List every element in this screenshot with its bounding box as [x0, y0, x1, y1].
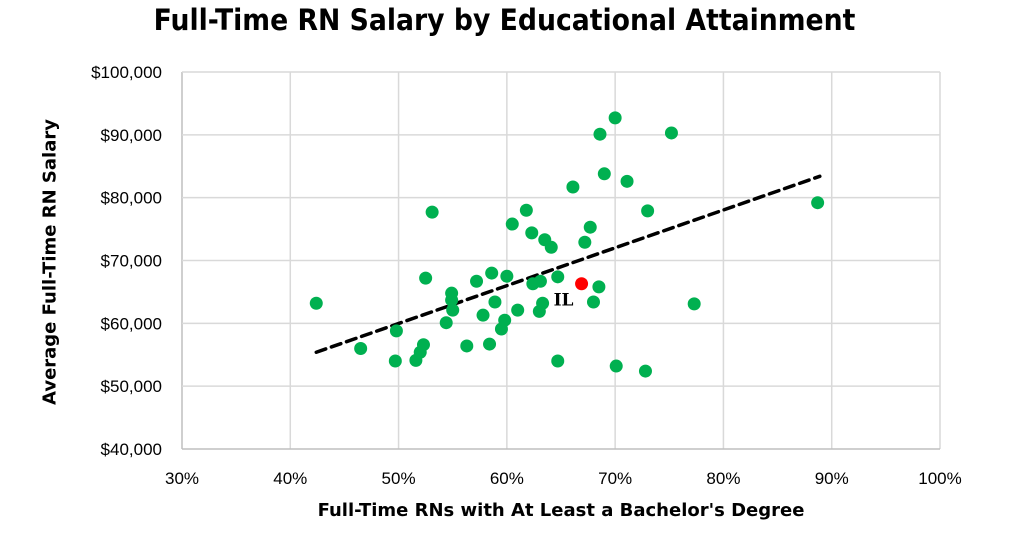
x-axis-ticks: 30% 40% 50% 60% 70% 80% 90% 100%	[165, 469, 962, 488]
data-point	[488, 295, 502, 309]
data-point	[687, 297, 701, 311]
data-point	[445, 293, 459, 307]
data-point	[593, 127, 607, 141]
y-tick-label: $50,000	[101, 377, 162, 396]
y-tick-label: $70,000	[101, 252, 162, 271]
data-point	[638, 364, 652, 378]
data-point	[354, 341, 368, 355]
data-point	[498, 313, 512, 327]
data-point	[592, 280, 606, 294]
y-axis-ticks: $40,000 $50,000 $60,000 $70,000 $80,000 $90,0…	[91, 63, 162, 459]
data-point	[586, 295, 600, 309]
trendline	[314, 174, 822, 354]
highlight-point-il	[575, 277, 589, 291]
data-point	[583, 220, 597, 234]
data-point	[309, 296, 323, 310]
chart-title: Full-Time RN Salary by Educational Attai…	[153, 3, 856, 37]
data-point	[609, 359, 623, 373]
data-point	[446, 303, 460, 317]
data-point	[511, 303, 525, 317]
data-point	[620, 174, 634, 188]
x-tick-label: 80%	[706, 469, 740, 488]
data-point	[532, 304, 546, 318]
x-tick-label: 30%	[165, 469, 199, 488]
data-point	[551, 270, 565, 284]
data-point	[525, 226, 539, 240]
x-tick-label: 60%	[490, 469, 524, 488]
trendline-dashed	[314, 174, 822, 354]
x-tick-label: 40%	[273, 469, 307, 488]
data-point	[566, 180, 580, 194]
data-point	[544, 240, 558, 254]
data-points: IL	[309, 111, 825, 378]
data-point	[608, 111, 622, 125]
x-tick-label: 100%	[918, 469, 961, 488]
y-tick-label: $90,000	[101, 126, 162, 145]
data-point	[500, 269, 514, 283]
data-point	[419, 271, 433, 285]
x-tick-label: 50%	[382, 469, 416, 488]
data-point	[483, 337, 497, 351]
data-point	[425, 205, 439, 219]
data-point	[460, 339, 474, 353]
point-label-il: IL	[554, 291, 574, 311]
y-tick-label: $40,000	[101, 440, 162, 459]
y-tick-label: $80,000	[101, 189, 162, 208]
data-point	[388, 354, 402, 368]
data-point	[811, 196, 825, 210]
data-point	[505, 217, 519, 231]
data-point	[439, 316, 453, 330]
data-point	[476, 308, 490, 322]
data-point	[519, 203, 533, 217]
data-point	[641, 204, 655, 218]
data-point	[664, 126, 678, 140]
x-tick-label: 70%	[598, 469, 632, 488]
gridlines	[181, 71, 941, 450]
x-tick-label: 90%	[815, 469, 849, 488]
data-point	[470, 274, 484, 288]
y-tick-label: $100,000	[91, 63, 162, 82]
data-point	[597, 167, 611, 181]
x-axis-title: Full-Time RNs with At Least a Bachelor's…	[317, 500, 805, 521]
data-point	[533, 274, 547, 288]
y-tick-label: $60,000	[101, 314, 162, 333]
data-point	[578, 235, 592, 249]
data-point	[485, 266, 499, 280]
data-point	[551, 354, 565, 368]
data-point	[389, 324, 403, 338]
data-point	[409, 353, 423, 367]
